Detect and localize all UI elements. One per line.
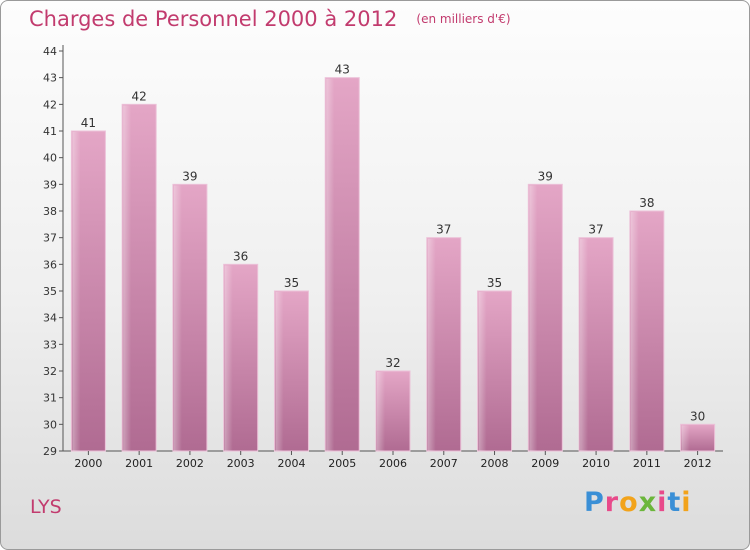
x-tick-label: 2005 — [328, 457, 356, 470]
commune-name: LYS — [30, 496, 62, 518]
y-tick-label: 32 — [43, 365, 57, 378]
bar-highlight — [529, 185, 538, 452]
bar-highlight — [580, 238, 589, 451]
bar-value-label: 30 — [690, 409, 705, 423]
x-tick-label: 2009 — [531, 457, 559, 470]
y-tick-label: 30 — [43, 418, 57, 431]
y-tick-label: 37 — [43, 232, 57, 245]
logo-letter: r — [604, 487, 620, 518]
y-tick-label: 31 — [43, 392, 57, 405]
logo-letter: i — [657, 487, 668, 518]
y-tick-label: 36 — [43, 258, 57, 271]
y-tick-label: 41 — [43, 125, 57, 138]
bar-highlight — [123, 105, 132, 451]
x-tick-label: 2000 — [74, 457, 102, 470]
bar-highlight — [72, 132, 81, 451]
x-tick-label: 2006 — [379, 457, 407, 470]
x-tick-label: 2012 — [684, 457, 712, 470]
x-tick-label: 2010 — [582, 457, 610, 470]
chart-title: Charges de Personnel 2000 à 2012 — [29, 7, 398, 31]
bar-value-label: 35 — [487, 276, 502, 290]
bar-highlight — [478, 292, 487, 451]
logo-letter: o — [619, 487, 639, 518]
bar-value-label: 39 — [182, 169, 197, 183]
bar-highlight — [681, 425, 690, 451]
bar-highlight — [377, 372, 385, 451]
y-tick-label: 38 — [43, 205, 57, 218]
y-tick-label: 35 — [43, 285, 57, 298]
x-tick-label: 2002 — [176, 457, 204, 470]
bar-value-label: 32 — [385, 356, 400, 370]
bar-value-label: 41 — [81, 116, 96, 130]
bar-value-label: 37 — [588, 223, 603, 237]
x-tick-label: 2001 — [125, 457, 153, 470]
logo-letter: P — [584, 487, 605, 518]
y-tick-label: 33 — [43, 338, 57, 351]
bar-highlight — [326, 78, 335, 452]
bar-value-label: 43 — [335, 63, 350, 77]
bar-value-label: 38 — [639, 196, 654, 210]
bar-value-label: 39 — [538, 169, 553, 183]
bar-value-label: 36 — [233, 249, 248, 263]
y-tick-label: 43 — [43, 72, 57, 85]
x-tick-label: 2011 — [633, 457, 661, 470]
y-tick-label: 42 — [43, 98, 57, 111]
bar-highlight — [427, 238, 436, 451]
y-tick-label: 39 — [43, 178, 57, 191]
y-tick-label: 29 — [43, 445, 57, 458]
bar-highlight — [224, 265, 233, 451]
logo-letter: t — [667, 487, 682, 518]
x-tick-label: 2004 — [277, 457, 305, 470]
bar-highlight — [275, 292, 284, 451]
logo-letter: x — [638, 487, 658, 518]
x-tick-label: 2008 — [481, 457, 509, 470]
proxiti-logo: Proxiti — [584, 487, 692, 518]
x-tick-label: 2003 — [227, 457, 255, 470]
bar-value-label: 37 — [436, 223, 451, 237]
y-tick-label: 44 — [43, 45, 57, 58]
y-tick-label: 40 — [43, 152, 57, 165]
bar-value-label: 35 — [284, 276, 299, 290]
y-tick-label: 34 — [43, 312, 57, 325]
logo-letter: i — [681, 487, 692, 518]
bar-value-label: 42 — [132, 89, 147, 103]
bar-highlight — [173, 185, 182, 452]
x-tick-label: 2007 — [430, 457, 458, 470]
bar-highlight — [630, 212, 639, 451]
chart-subtitle: (en milliers d'€) — [416, 12, 511, 26]
chart-title-row: Charges de Personnel 2000 à 2012 (en mil… — [29, 7, 511, 31]
